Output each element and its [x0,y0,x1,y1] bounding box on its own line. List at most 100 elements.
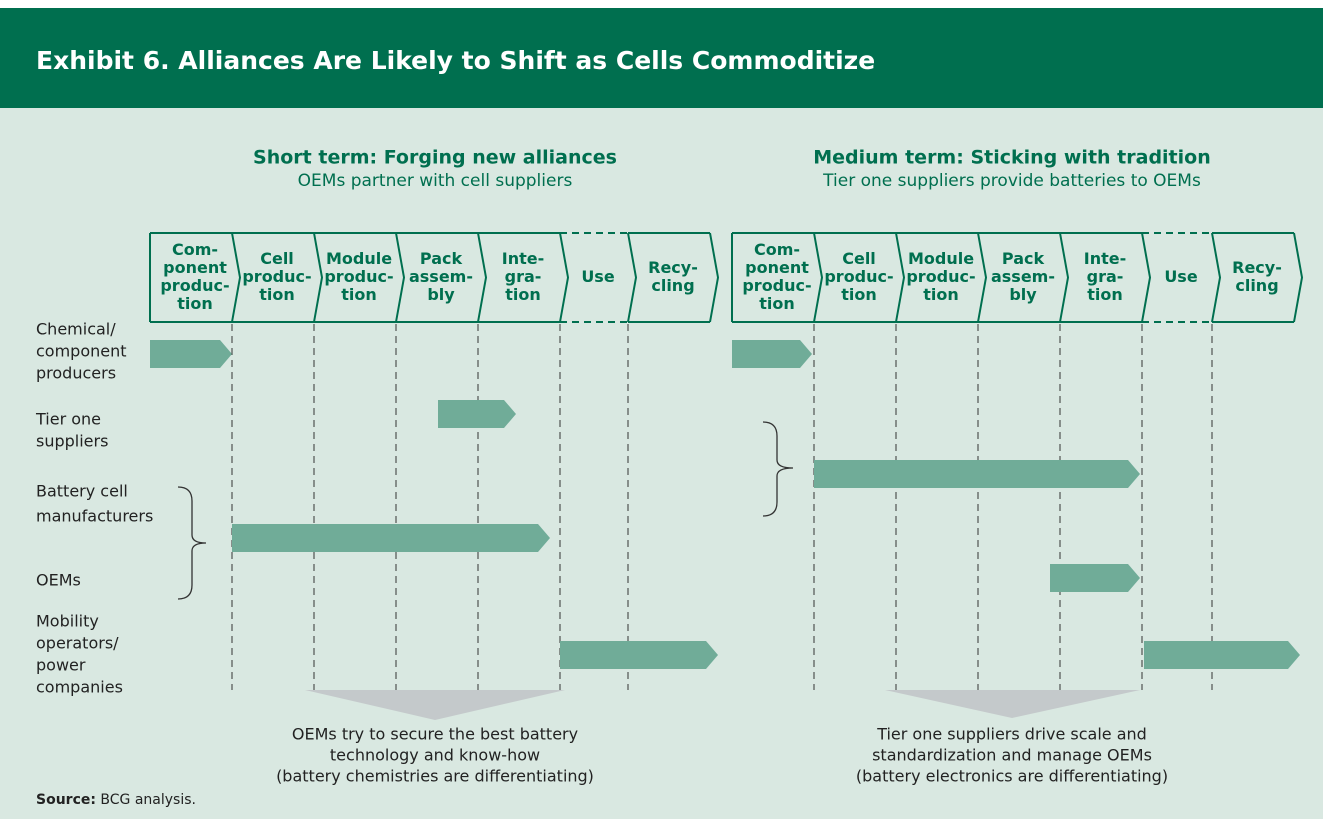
role-bar [150,340,232,368]
role-bar [232,524,550,552]
title: Exhibit 6. Alliances Are Likely to Shift… [36,46,875,75]
focus-triangle [885,690,1140,718]
stage-top-bottom [978,232,1060,323]
stage-label: Inte- [502,249,544,268]
panel-note: Tier one suppliers drive scale and [876,725,1147,744]
stage-top-bottom [732,232,814,323]
stage-right-edge [395,232,406,323]
stage-right-edge [477,232,488,323]
stage-label: tion [505,285,541,304]
stage-label: tion [841,285,877,304]
stage-right-edge [313,232,324,323]
actor-label: manufacturers [36,507,153,526]
stage-top-bottom [628,232,710,323]
panel-note: OEMs try to secure the best battery [292,725,578,744]
stage-right-edge [977,232,988,323]
stage-label: produc- [824,267,893,286]
stage-label: Recy- [1232,258,1282,277]
stage-label: produc- [324,267,393,286]
stage-right-edge [895,232,906,323]
actor-label: power [36,656,86,675]
role-bar [732,340,812,368]
role-bar [814,460,1140,488]
actor-label: suppliers [36,432,108,451]
stage-top-bottom [232,232,314,323]
stage-label: Pack [420,249,463,268]
source-label: Source: [36,792,96,808]
header-band [0,8,1323,108]
actor-label: Battery cell [36,482,128,501]
brace [177,486,207,600]
panel-note: standardization and manage OEMs [872,746,1152,765]
stage-label: gra- [1087,267,1124,286]
stage-top-bottom [150,232,232,323]
panel-title: Short term: Forging new alliances [253,147,617,169]
source-text: BCG analysis. [100,792,196,808]
stage-right-edge [1293,232,1304,323]
stage-label: tion [341,285,377,304]
stage-label: tion [177,294,213,313]
actor-label: operators/ [36,634,119,653]
stage-label: tion [759,294,795,313]
stage-right-edge [1059,232,1070,323]
actor-label: Mobility [36,612,99,631]
stage-label: Recy- [648,258,698,277]
stage-label: Inte- [1084,249,1126,268]
brace [762,421,794,517]
role-bar [1050,564,1140,592]
stage-label: bly [427,285,455,304]
stage-right-edge [813,232,824,323]
actor-label: OEMs [36,571,81,590]
stage-label: cling [1235,276,1278,295]
stage-top-bottom [478,232,560,323]
stage-right-edge [559,232,570,323]
stage-right-edge [627,232,638,323]
stage-label: Cell [842,249,876,268]
actor-label: companies [36,678,123,697]
stage-label: ponent [745,258,809,277]
stage-label: tion [259,285,295,304]
stage-label: assem- [409,267,473,286]
stage-label: tion [923,285,959,304]
role-bar [1144,641,1300,669]
stage-label: cling [651,276,694,295]
stage-label: bly [1009,285,1037,304]
panel-title: Medium term: Sticking with tradition [813,147,1210,169]
stage-label: produc- [906,267,975,286]
stage-label: produc- [160,276,229,295]
actor-label: component [36,342,127,361]
role-bar [560,641,718,669]
stage-label: Use [581,267,615,286]
stage-label: produc- [242,267,311,286]
stage-label: tion [1087,285,1123,304]
actor-label: Chemical/ [36,320,116,339]
source: Source: BCG analysis. [36,792,196,808]
panel-note: technology and know-how [330,746,540,765]
stage-label: Module [908,249,974,268]
stage-label: Cell [260,249,294,268]
stage-label: assem- [991,267,1055,286]
top-margin [0,0,1323,8]
stage-top-bottom [396,232,478,323]
panel-note: (battery electronics are differentiating… [856,767,1168,786]
panel-subtitle: OEMs partner with cell suppliers [298,171,573,191]
stage-top-bottom [814,232,896,323]
focus-triangle [305,690,565,720]
stage-label: Use [1164,267,1198,286]
actor-label: Tier one [35,410,101,429]
stage-label: Com- [172,240,218,259]
stage-label: produc- [742,276,811,295]
stage-right-edge [709,232,720,323]
stage-label: gra- [505,267,542,286]
actor-label: producers [36,364,116,383]
role-bar [438,400,516,428]
stage-right-edge [231,232,242,323]
stage-label: Com- [754,240,800,259]
stage-label: Pack [1002,249,1045,268]
stage-top-bottom [1060,232,1142,323]
stage-top-bottom [1212,232,1294,323]
panel-note: (battery chemistries are differentiating… [276,767,594,786]
stage-top-bottom [896,232,978,323]
